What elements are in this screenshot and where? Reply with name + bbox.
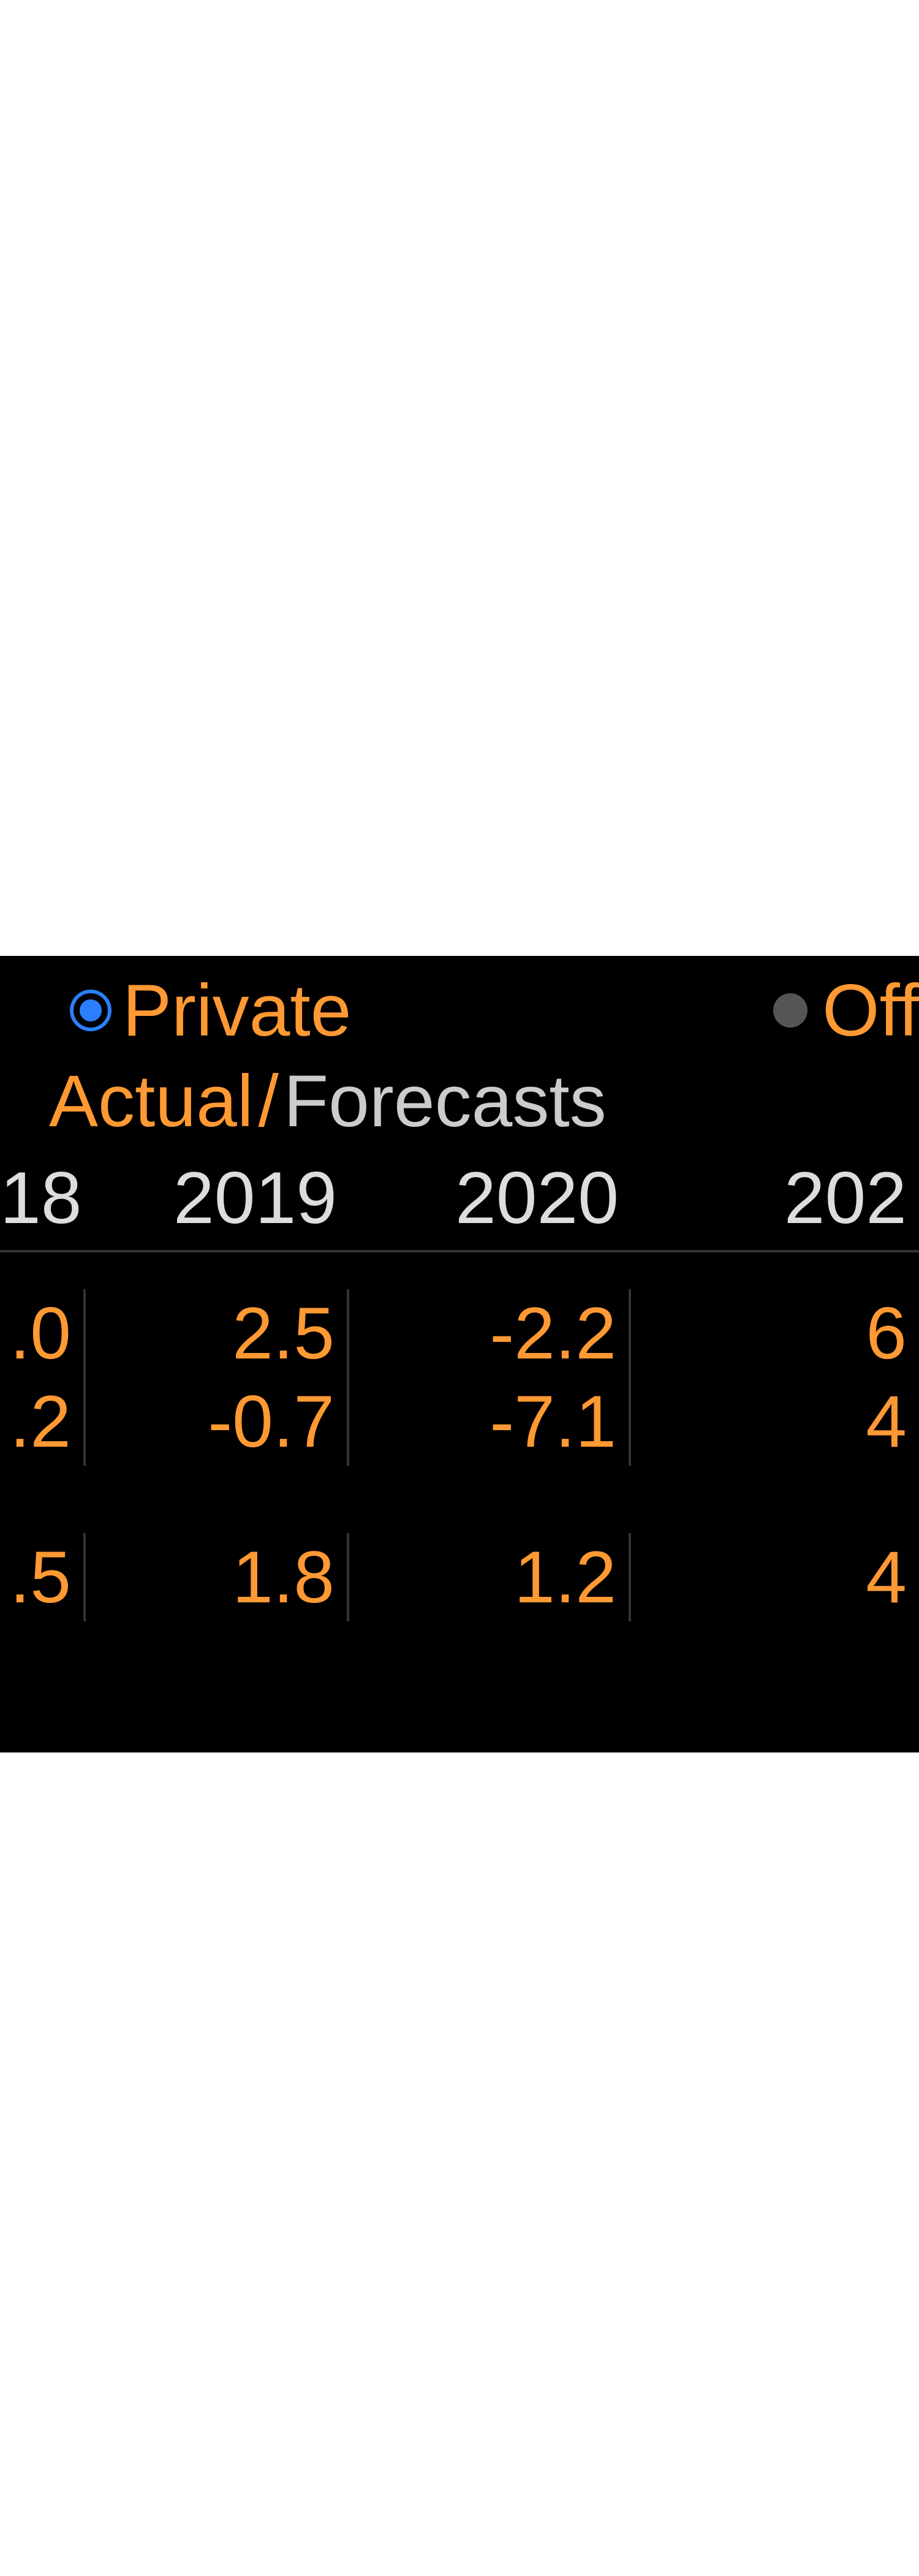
table-row: .2 -0.7 -7.1 4	[0, 1377, 919, 1466]
cell: 4	[631, 1533, 919, 1621]
economic-data-panel: Private Off Actual / Forecasts 18 2019 2…	[0, 956, 919, 1752]
legend-actual: Actual	[49, 1059, 254, 1143]
year-2021[interactable]: 202	[631, 1156, 919, 1240]
legend-forecasts: Forecasts	[284, 1059, 607, 1143]
year-2018[interactable]: 18	[0, 1156, 86, 1240]
radio-official-label: Off	[822, 968, 919, 1053]
radio-dot-unselected-icon	[773, 993, 807, 1028]
year-header-row: 18 2019 2020 202	[0, 1156, 919, 1252]
cell: 1.8	[86, 1533, 349, 1621]
cell: -2.2	[349, 1289, 631, 1377]
year-2020[interactable]: 2020	[349, 1156, 631, 1240]
cell: 2.5	[86, 1289, 349, 1377]
radio-private[interactable]: Private	[74, 968, 351, 1053]
legend-slash: /	[259, 1059, 279, 1143]
radio-dot-selected-icon	[74, 993, 108, 1028]
cell: 1.2	[349, 1533, 631, 1621]
table-row: .5 1.8 1.2 4	[0, 1533, 919, 1621]
cell: 6	[631, 1289, 919, 1377]
data-section: .0 2.5 -2.2 6 .2 -0.7 -7.1 4 .5 1.8 1.2 …	[0, 1252, 919, 1621]
cell: .5	[0, 1533, 86, 1621]
cell: -0.7	[86, 1377, 349, 1466]
cell: -7.1	[349, 1377, 631, 1466]
radio-official[interactable]: Off	[773, 968, 919, 1053]
cell: .2	[0, 1377, 86, 1466]
source-radio-row: Private Off	[0, 956, 919, 1053]
row-gap	[0, 1466, 919, 1533]
radio-private-label: Private	[123, 968, 351, 1053]
year-2019[interactable]: 2019	[86, 1156, 349, 1240]
cell: 4	[631, 1377, 919, 1466]
legend-row: Actual / Forecasts	[0, 1053, 919, 1156]
table-row: .0 2.5 -2.2 6	[0, 1289, 919, 1377]
cell: .0	[0, 1289, 86, 1377]
